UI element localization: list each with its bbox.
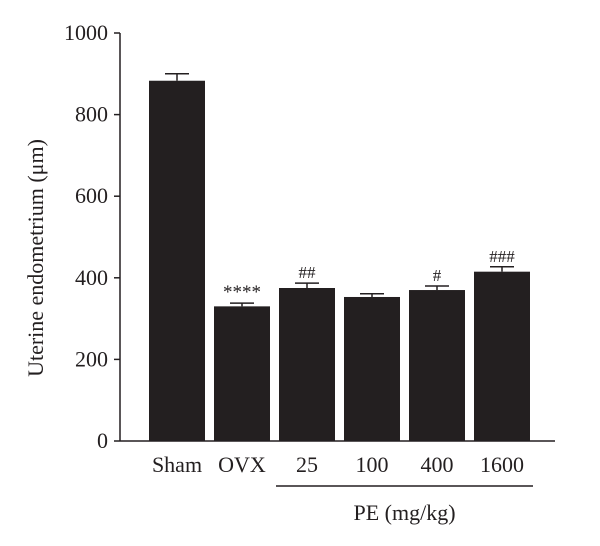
bars: ****## #### — [149, 73, 530, 442]
x-axis: Sham OVX 25 100 400 1600 — [120, 440, 555, 477]
bar-400 — [409, 290, 465, 441]
y-axis: 0 200 400 600 800 1000 — [64, 20, 121, 453]
x-tick-label: 25 — [296, 452, 318, 477]
y-tick-label: 1000 — [64, 20, 108, 45]
significance-marker: # — [433, 266, 442, 285]
x-tick-label: OVX — [218, 452, 266, 477]
bar-100 — [344, 296, 400, 441]
x-tick-label: 100 — [356, 452, 389, 477]
x-tick-label: Sham — [152, 452, 202, 477]
bar-sham — [149, 80, 205, 442]
y-tick-label: 600 — [75, 183, 108, 208]
significance-marker: ## — [299, 263, 317, 282]
y-tick-label: 0 — [97, 428, 108, 453]
significance-marker: ### — [489, 247, 515, 266]
significance-marker: **** — [223, 282, 261, 303]
x-tick-label: 1600 — [480, 452, 524, 477]
y-axis-label: Uterine endometrium (μm) — [23, 139, 48, 377]
bar-ovx — [214, 306, 270, 441]
bar-25 — [279, 288, 335, 441]
y-tick-label: 800 — [75, 102, 108, 127]
x-tick-label: 400 — [421, 452, 454, 477]
y-tick-label: 200 — [75, 346, 108, 371]
bar-1600 — [474, 271, 530, 441]
y-tick-label: 400 — [75, 265, 108, 290]
group-label: PE (mg/kg) — [353, 500, 455, 525]
